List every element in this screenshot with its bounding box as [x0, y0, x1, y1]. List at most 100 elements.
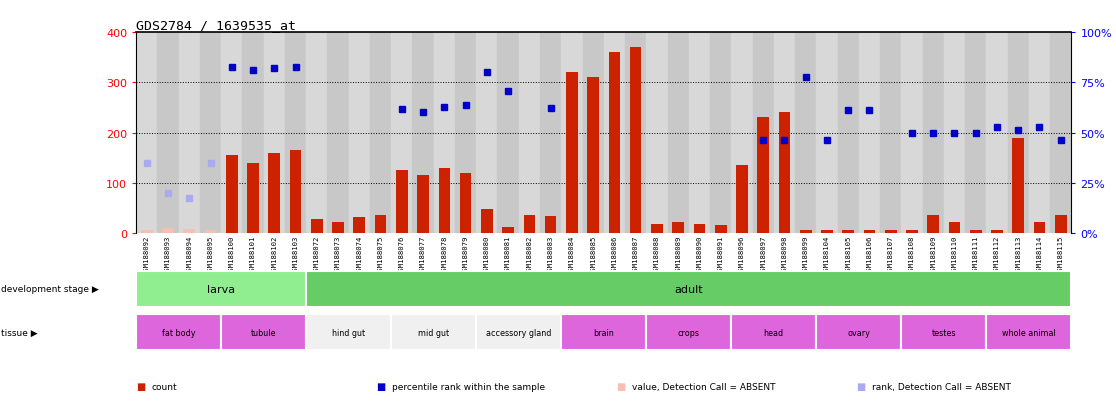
Text: count: count — [152, 382, 177, 391]
Text: brain: brain — [594, 328, 614, 337]
Bar — [773, 33, 795, 233]
Bar — [417, 176, 429, 233]
Bar — [991, 231, 1003, 233]
Bar — [354, 217, 365, 233]
Text: accessory gland: accessory gland — [487, 328, 551, 337]
Text: crops: crops — [677, 328, 700, 337]
Bar — [566, 73, 578, 233]
Bar — [667, 33, 689, 233]
Bar — [375, 216, 386, 233]
Bar — [434, 33, 455, 233]
Bar — [221, 33, 242, 233]
Bar — [540, 33, 561, 233]
Bar — [333, 222, 344, 233]
Text: ■: ■ — [376, 381, 385, 391]
Bar — [800, 231, 811, 233]
Bar — [1012, 138, 1024, 233]
Bar — [306, 315, 392, 350]
Bar — [311, 219, 323, 233]
Bar — [1033, 222, 1046, 233]
Bar — [843, 231, 854, 233]
Text: head: head — [763, 328, 783, 337]
Bar — [136, 33, 157, 233]
Bar — [752, 33, 773, 233]
Bar — [439, 168, 450, 233]
Bar — [392, 33, 413, 233]
Text: hind gut: hind gut — [333, 328, 365, 337]
Bar — [306, 271, 1071, 307]
Bar — [348, 33, 369, 233]
Bar — [396, 171, 407, 233]
Bar — [221, 315, 306, 350]
Bar — [136, 315, 221, 350]
Bar — [306, 33, 327, 233]
Bar — [816, 315, 902, 350]
Bar — [758, 118, 769, 233]
Bar — [923, 33, 944, 233]
Bar — [545, 217, 557, 233]
Bar — [285, 33, 306, 233]
Bar — [987, 33, 1008, 233]
Text: testes: testes — [932, 328, 956, 337]
Bar — [455, 33, 477, 233]
Bar — [710, 33, 731, 233]
Bar — [200, 33, 221, 233]
Text: ovary: ovary — [847, 328, 870, 337]
Bar — [242, 33, 263, 233]
Bar — [608, 53, 620, 233]
Text: ■: ■ — [856, 381, 865, 391]
Bar — [1055, 216, 1067, 233]
Bar — [944, 33, 965, 233]
Bar — [672, 222, 684, 233]
Bar — [881, 33, 902, 233]
Bar — [290, 151, 301, 233]
Bar — [413, 33, 434, 233]
Bar — [927, 216, 939, 233]
Bar — [327, 33, 348, 233]
Text: larva: larva — [208, 284, 235, 294]
Bar — [646, 315, 731, 350]
Text: tubule: tubule — [251, 328, 277, 337]
Bar — [902, 33, 923, 233]
Bar — [689, 33, 710, 233]
Bar — [651, 224, 663, 233]
Bar — [587, 78, 599, 233]
Bar — [204, 231, 217, 233]
Bar — [987, 315, 1071, 350]
Bar — [369, 33, 392, 233]
Text: rank, Detection Call = ABSENT: rank, Detection Call = ABSENT — [872, 382, 1010, 391]
Bar — [561, 315, 646, 350]
Text: tissue ▶: tissue ▶ — [1, 328, 38, 337]
Bar — [906, 231, 917, 233]
Bar — [864, 231, 875, 233]
Bar — [481, 210, 492, 233]
Bar — [157, 33, 179, 233]
Bar — [795, 33, 816, 233]
Bar — [737, 166, 748, 233]
Bar — [561, 33, 583, 233]
Bar — [248, 163, 259, 233]
Bar — [1050, 33, 1071, 233]
Bar — [162, 228, 174, 233]
Bar — [731, 33, 752, 233]
Text: ■: ■ — [616, 381, 625, 391]
Text: percentile rank within the sample: percentile rank within the sample — [392, 382, 545, 391]
Bar — [779, 113, 790, 233]
Bar — [392, 315, 477, 350]
Bar — [225, 156, 238, 233]
Text: value, Detection Call = ABSENT: value, Detection Call = ABSENT — [632, 382, 776, 391]
Bar — [183, 229, 195, 233]
Bar — [1029, 33, 1050, 233]
Bar — [477, 33, 498, 233]
Bar — [731, 315, 816, 350]
Bar — [949, 222, 960, 233]
Text: ■: ■ — [136, 381, 145, 391]
Bar — [885, 231, 896, 233]
Bar — [460, 173, 471, 233]
Bar — [179, 33, 200, 233]
Bar — [693, 225, 705, 233]
Bar — [629, 48, 642, 233]
Bar — [583, 33, 604, 233]
Bar — [837, 33, 859, 233]
Bar — [523, 216, 536, 233]
